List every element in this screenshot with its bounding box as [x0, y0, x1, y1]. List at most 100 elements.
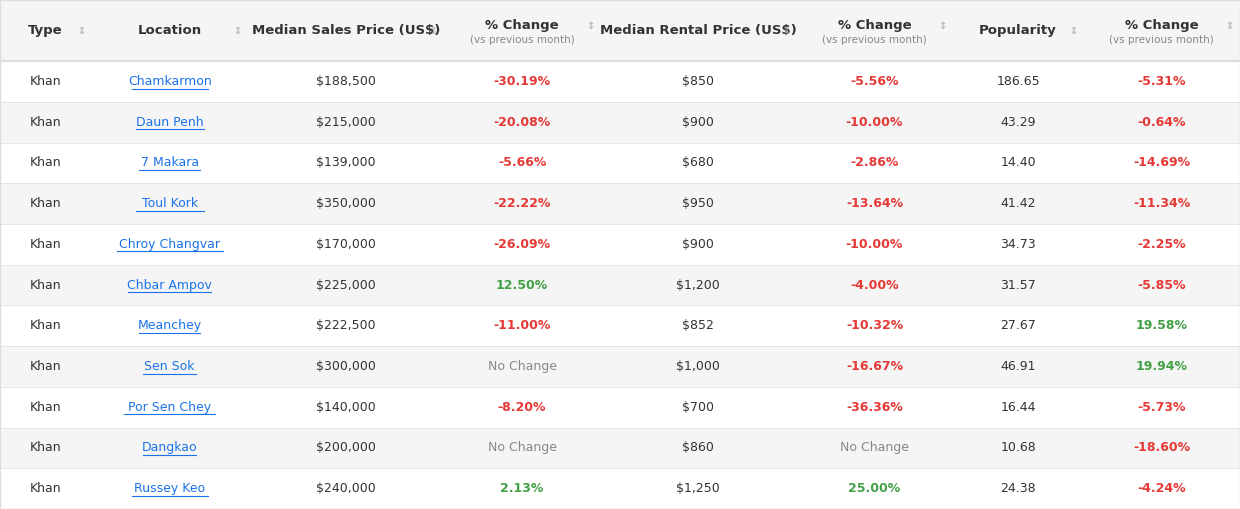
Text: Khan: Khan: [30, 238, 62, 251]
Text: No Change: No Change: [487, 441, 557, 455]
Text: 19.58%: 19.58%: [1136, 319, 1188, 332]
Text: $139,000: $139,000: [316, 156, 376, 169]
Text: $140,000: $140,000: [316, 401, 376, 414]
Text: Chamkarmon: Chamkarmon: [128, 75, 212, 88]
Text: $350,000: $350,000: [316, 197, 376, 210]
Text: -36.36%: -36.36%: [846, 401, 903, 414]
Text: Khan: Khan: [30, 156, 62, 169]
Text: Location: Location: [138, 24, 202, 37]
Text: ⇕: ⇕: [939, 20, 946, 31]
Text: $215,000: $215,000: [316, 116, 376, 129]
Text: $950: $950: [682, 197, 714, 210]
Bar: [0, 305, 1240, 346]
Text: ⇕: ⇕: [233, 25, 242, 36]
Text: $1,200: $1,200: [677, 278, 720, 292]
Text: $860: $860: [682, 441, 714, 455]
Text: -10.00%: -10.00%: [846, 116, 903, 129]
Text: $900: $900: [682, 116, 714, 129]
Text: Khan: Khan: [30, 278, 62, 292]
Text: -4.00%: -4.00%: [851, 278, 899, 292]
Text: Median Sales Price (US$): Median Sales Price (US$): [252, 24, 440, 37]
Text: Chbar Ampov: Chbar Ampov: [128, 278, 212, 292]
Text: 16.44: 16.44: [1001, 401, 1035, 414]
Text: $1,250: $1,250: [677, 482, 720, 495]
Text: Chroy Changvar: Chroy Changvar: [119, 238, 221, 251]
Text: 31.57: 31.57: [1001, 278, 1035, 292]
Text: -5.66%: -5.66%: [498, 156, 547, 169]
Text: Khan: Khan: [30, 319, 62, 332]
Text: Por Sen Chey: Por Sen Chey: [128, 401, 211, 414]
Text: Russey Keo: Russey Keo: [134, 482, 206, 495]
Text: ⇕: ⇕: [585, 20, 594, 31]
Text: -10.32%: -10.32%: [846, 319, 903, 332]
Text: 24.38: 24.38: [1001, 482, 1035, 495]
Text: ⇕: ⇕: [1069, 25, 1076, 36]
Text: -5.85%: -5.85%: [1137, 278, 1185, 292]
Text: Toul Kork: Toul Kork: [141, 197, 197, 210]
Text: (vs previous month): (vs previous month): [822, 35, 928, 45]
Text: -8.20%: -8.20%: [497, 401, 547, 414]
Bar: [0, 0, 1240, 61]
Text: $850: $850: [682, 75, 714, 88]
Text: -26.09%: -26.09%: [494, 238, 551, 251]
Text: -5.73%: -5.73%: [1137, 401, 1185, 414]
Bar: [0, 265, 1240, 305]
Text: -18.60%: -18.60%: [1133, 441, 1190, 455]
Text: 41.42: 41.42: [1001, 197, 1035, 210]
Text: -11.00%: -11.00%: [494, 319, 551, 332]
Text: Popularity: Popularity: [980, 24, 1056, 37]
Text: 25.00%: 25.00%: [848, 482, 900, 495]
Text: Median Rental Price (US$): Median Rental Price (US$): [600, 24, 796, 37]
Text: 12.50%: 12.50%: [496, 278, 548, 292]
Text: 7 Makara: 7 Makara: [140, 156, 198, 169]
Text: (vs previous month): (vs previous month): [470, 35, 574, 45]
Text: Khan: Khan: [30, 116, 62, 129]
Text: $200,000: $200,000: [316, 441, 376, 455]
Text: -5.31%: -5.31%: [1137, 75, 1185, 88]
Text: Khan: Khan: [30, 75, 62, 88]
Text: % Change: % Change: [1125, 19, 1199, 32]
Text: Meanchey: Meanchey: [138, 319, 202, 332]
Text: -2.86%: -2.86%: [851, 156, 899, 169]
Text: 34.73: 34.73: [1001, 238, 1035, 251]
Text: $1,000: $1,000: [676, 360, 720, 373]
Text: -14.69%: -14.69%: [1133, 156, 1190, 169]
Text: $225,000: $225,000: [316, 278, 376, 292]
Text: ⇕: ⇕: [77, 25, 84, 36]
Text: 14.40: 14.40: [1001, 156, 1035, 169]
Text: -30.19%: -30.19%: [494, 75, 551, 88]
Text: Type: Type: [29, 24, 63, 37]
Text: 186.65: 186.65: [996, 75, 1040, 88]
Bar: [0, 387, 1240, 428]
Bar: [0, 143, 1240, 183]
Text: Sen Sok: Sen Sok: [144, 360, 195, 373]
Bar: [0, 183, 1240, 224]
Text: 46.91: 46.91: [1001, 360, 1035, 373]
Text: % Change: % Change: [838, 19, 911, 32]
Text: ⇕: ⇕: [429, 25, 438, 36]
Text: Khan: Khan: [30, 197, 62, 210]
Bar: [0, 224, 1240, 265]
Text: (vs previous month): (vs previous month): [1110, 35, 1214, 45]
Text: -11.34%: -11.34%: [1133, 197, 1190, 210]
Text: No Change: No Change: [839, 441, 909, 455]
Text: $300,000: $300,000: [316, 360, 376, 373]
Text: -22.22%: -22.22%: [494, 197, 551, 210]
Text: 19.94%: 19.94%: [1136, 360, 1188, 373]
Text: No Change: No Change: [487, 360, 557, 373]
Text: 43.29: 43.29: [1001, 116, 1035, 129]
Text: Khan: Khan: [30, 482, 62, 495]
Text: $680: $680: [682, 156, 714, 169]
Bar: [0, 61, 1240, 102]
Text: 27.67: 27.67: [1001, 319, 1035, 332]
Text: 10.68: 10.68: [1001, 441, 1035, 455]
Bar: [0, 102, 1240, 143]
Text: $900: $900: [682, 238, 714, 251]
Bar: [0, 346, 1240, 387]
Text: $852: $852: [682, 319, 714, 332]
Text: Khan: Khan: [30, 441, 62, 455]
Text: -2.25%: -2.25%: [1137, 238, 1185, 251]
Text: ⇕: ⇕: [1225, 20, 1234, 31]
Text: % Change: % Change: [485, 19, 559, 32]
Text: -13.64%: -13.64%: [846, 197, 903, 210]
